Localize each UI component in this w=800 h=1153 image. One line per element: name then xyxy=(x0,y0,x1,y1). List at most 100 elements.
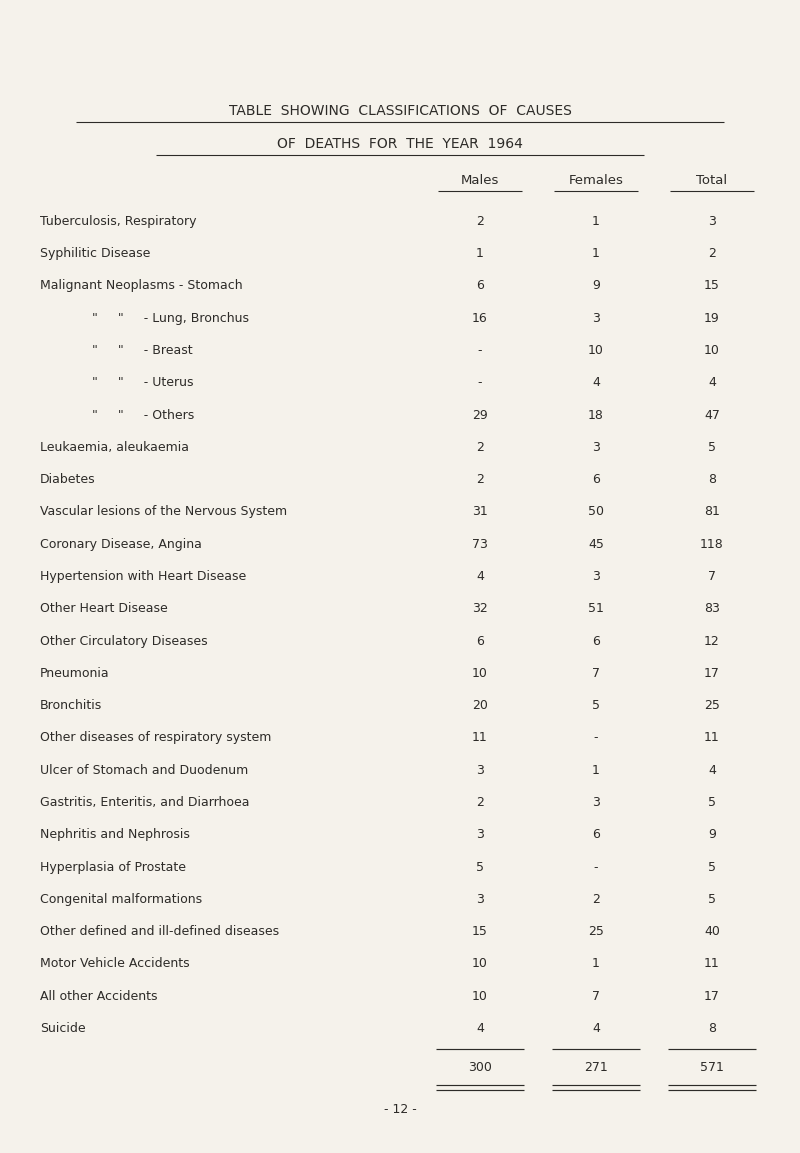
Text: 271: 271 xyxy=(584,1061,608,1073)
Text: 2: 2 xyxy=(476,214,484,228)
Text: 11: 11 xyxy=(704,957,720,971)
Text: 9: 9 xyxy=(708,828,716,842)
Text: OF  DEATHS  FOR  THE  YEAR  1964: OF DEATHS FOR THE YEAR 1964 xyxy=(277,136,523,151)
Text: All other Accidents: All other Accidents xyxy=(40,989,158,1003)
Text: 81: 81 xyxy=(704,505,720,519)
Text: Gastritis, Enteritis, and Diarrhoea: Gastritis, Enteritis, and Diarrhoea xyxy=(40,796,250,809)
Text: 16: 16 xyxy=(472,311,488,325)
Text: -: - xyxy=(594,860,598,874)
Text: 10: 10 xyxy=(588,344,604,357)
Text: 8: 8 xyxy=(708,1022,716,1035)
Text: 4: 4 xyxy=(592,376,600,390)
Text: 2: 2 xyxy=(476,796,484,809)
Text: 8: 8 xyxy=(708,473,716,487)
Text: 29: 29 xyxy=(472,408,488,422)
Text: TABLE  SHOWING  CLASSIFICATIONS  OF  CAUSES: TABLE SHOWING CLASSIFICATIONS OF CAUSES xyxy=(229,104,571,119)
Text: 32: 32 xyxy=(472,602,488,616)
Text: 6: 6 xyxy=(476,279,484,293)
Text: 47: 47 xyxy=(704,408,720,422)
Text: 51: 51 xyxy=(588,602,604,616)
Text: Males: Males xyxy=(461,174,499,188)
Text: "     "     - Uterus: " " - Uterus xyxy=(92,376,194,390)
Text: 10: 10 xyxy=(472,957,488,971)
Text: 6: 6 xyxy=(476,634,484,648)
Text: Females: Females xyxy=(569,174,623,188)
Text: 1: 1 xyxy=(476,247,484,261)
Text: Bronchitis: Bronchitis xyxy=(40,699,102,713)
Text: 4: 4 xyxy=(592,1022,600,1035)
Text: 20: 20 xyxy=(472,699,488,713)
Text: Diabetes: Diabetes xyxy=(40,473,96,487)
Text: 4: 4 xyxy=(708,376,716,390)
Text: 3: 3 xyxy=(592,311,600,325)
Text: 15: 15 xyxy=(704,279,720,293)
Text: Other Heart Disease: Other Heart Disease xyxy=(40,602,168,616)
Text: 5: 5 xyxy=(592,699,600,713)
Text: 5: 5 xyxy=(708,440,716,454)
Text: Hyperplasia of Prostate: Hyperplasia of Prostate xyxy=(40,860,186,874)
Text: Pneumonia: Pneumonia xyxy=(40,666,110,680)
Text: Hypertension with Heart Disease: Hypertension with Heart Disease xyxy=(40,570,246,583)
Text: "     "     - Breast: " " - Breast xyxy=(92,344,193,357)
Text: 2: 2 xyxy=(476,473,484,487)
Text: 45: 45 xyxy=(588,537,604,551)
Text: "     "     - Others: " " - Others xyxy=(92,408,194,422)
Text: 3: 3 xyxy=(592,796,600,809)
Text: 5: 5 xyxy=(476,860,484,874)
Text: 2: 2 xyxy=(708,247,716,261)
Text: Malignant Neoplasms - Stomach: Malignant Neoplasms - Stomach xyxy=(40,279,242,293)
Text: 5: 5 xyxy=(708,796,716,809)
Text: 3: 3 xyxy=(708,214,716,228)
Text: 2: 2 xyxy=(592,892,600,906)
Text: 2: 2 xyxy=(476,440,484,454)
Text: Leukaemia, aleukaemia: Leukaemia, aleukaemia xyxy=(40,440,189,454)
Text: 3: 3 xyxy=(476,763,484,777)
Text: 1: 1 xyxy=(592,247,600,261)
Text: 3: 3 xyxy=(592,570,600,583)
Text: 11: 11 xyxy=(704,731,720,745)
Text: Coronary Disease, Angina: Coronary Disease, Angina xyxy=(40,537,202,551)
Text: 3: 3 xyxy=(592,440,600,454)
Text: Other Circulatory Diseases: Other Circulatory Diseases xyxy=(40,634,208,648)
Text: -: - xyxy=(478,376,482,390)
Text: 5: 5 xyxy=(708,860,716,874)
Text: 3: 3 xyxy=(476,892,484,906)
Text: 50: 50 xyxy=(588,505,604,519)
Text: -: - xyxy=(594,731,598,745)
Text: Suicide: Suicide xyxy=(40,1022,86,1035)
Text: 19: 19 xyxy=(704,311,720,325)
Text: 1: 1 xyxy=(592,763,600,777)
Text: 18: 18 xyxy=(588,408,604,422)
Text: Congenital malformations: Congenital malformations xyxy=(40,892,202,906)
Text: 1: 1 xyxy=(592,214,600,228)
Text: 40: 40 xyxy=(704,925,720,939)
Text: Total: Total xyxy=(697,174,727,188)
Text: Vascular lesions of the Nervous System: Vascular lesions of the Nervous System xyxy=(40,505,287,519)
Text: 3: 3 xyxy=(476,828,484,842)
Text: 10: 10 xyxy=(472,666,488,680)
Text: 17: 17 xyxy=(704,666,720,680)
Text: 7: 7 xyxy=(592,666,600,680)
Text: 7: 7 xyxy=(708,570,716,583)
Text: Nephritis and Nephrosis: Nephritis and Nephrosis xyxy=(40,828,190,842)
Text: 6: 6 xyxy=(592,634,600,648)
Text: -: - xyxy=(478,344,482,357)
Text: 25: 25 xyxy=(704,699,720,713)
Text: 571: 571 xyxy=(700,1061,724,1073)
Text: 17: 17 xyxy=(704,989,720,1003)
Text: 6: 6 xyxy=(592,473,600,487)
Text: 1: 1 xyxy=(592,957,600,971)
Text: 10: 10 xyxy=(704,344,720,357)
Text: 15: 15 xyxy=(472,925,488,939)
Text: Motor Vehicle Accidents: Motor Vehicle Accidents xyxy=(40,957,190,971)
Text: 4: 4 xyxy=(476,1022,484,1035)
Text: 10: 10 xyxy=(472,989,488,1003)
Text: Other diseases of respiratory system: Other diseases of respiratory system xyxy=(40,731,271,745)
Text: "     "     - Lung, Bronchus: " " - Lung, Bronchus xyxy=(92,311,249,325)
Text: 9: 9 xyxy=(592,279,600,293)
Text: 4: 4 xyxy=(476,570,484,583)
Text: Syphilitic Disease: Syphilitic Disease xyxy=(40,247,150,261)
Text: 118: 118 xyxy=(700,537,724,551)
Text: 7: 7 xyxy=(592,989,600,1003)
Text: Other defined and ill-defined diseases: Other defined and ill-defined diseases xyxy=(40,925,279,939)
